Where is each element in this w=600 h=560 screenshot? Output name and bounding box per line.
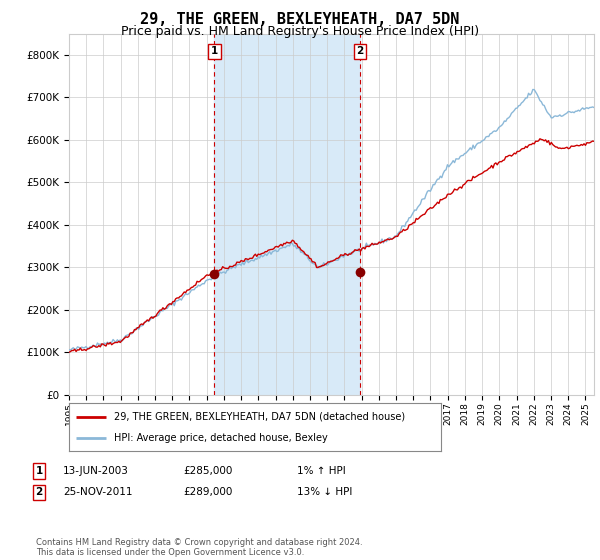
Text: £289,000: £289,000 (183, 487, 232, 497)
Bar (214, 34, 360, 395)
Text: 1: 1 (35, 466, 43, 476)
Text: Contains HM Land Registry data © Crown copyright and database right 2024.
This d: Contains HM Land Registry data © Crown c… (36, 538, 362, 557)
Text: HPI: Average price, detached house, Bexley: HPI: Average price, detached house, Bexl… (113, 433, 328, 443)
Text: 1: 1 (211, 46, 218, 56)
Text: £285,000: £285,000 (183, 466, 232, 476)
Text: 1% ↑ HPI: 1% ↑ HPI (297, 466, 346, 476)
Text: 13% ↓ HPI: 13% ↓ HPI (297, 487, 352, 497)
Text: 29, THE GREEN, BEXLEYHEATH, DA7 5DN: 29, THE GREEN, BEXLEYHEATH, DA7 5DN (140, 12, 460, 27)
Text: Price paid vs. HM Land Registry's House Price Index (HPI): Price paid vs. HM Land Registry's House … (121, 25, 479, 38)
Text: 2: 2 (35, 487, 43, 497)
Text: 25-NOV-2011: 25-NOV-2011 (63, 487, 133, 497)
Text: 29, THE GREEN, BEXLEYHEATH, DA7 5DN (detached house): 29, THE GREEN, BEXLEYHEATH, DA7 5DN (det… (113, 412, 405, 422)
Text: 2: 2 (356, 46, 364, 56)
Text: 13-JUN-2003: 13-JUN-2003 (63, 466, 129, 476)
